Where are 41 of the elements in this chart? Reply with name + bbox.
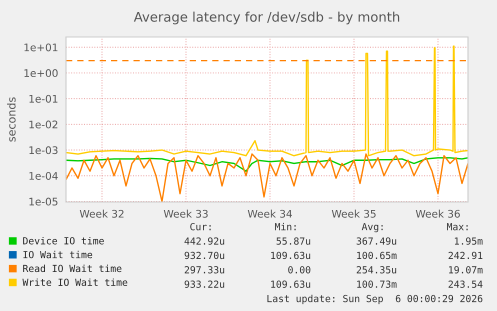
- y-tick-label: 1e-01: [29, 94, 58, 103]
- x-tick-label: Week 32: [80, 210, 124, 218]
- text: 242.91: [448, 252, 482, 260]
- text: 254.35u: [356, 266, 396, 274]
- x-tick-label: Week 33: [164, 210, 208, 218]
- legend-label: Read IO Wait time: [23, 264, 122, 272]
- text: Avg:: [362, 223, 383, 232]
- text: 442.92u: [184, 237, 224, 245]
- x-tick-label: Week 36: [416, 210, 460, 218]
- text: Min:: [274, 222, 296, 230]
- x-tick-label: Week 35: [332, 210, 376, 218]
- text: 932.70u: [184, 252, 224, 260]
- line-series: [66, 157, 468, 172]
- y-tick-label: 1e-04: [29, 172, 58, 180]
- legend-label: IO Wait time: [23, 250, 92, 258]
- text: Last update: Sun Sep 6 00:00:29 2026: [267, 294, 482, 304]
- text: 297.33u: [184, 266, 224, 274]
- x-tick-label: Week 34: [248, 210, 292, 218]
- text: 100.65m: [357, 252, 397, 260]
- text: 109.63u: [271, 280, 310, 288]
- text: Cur:: [190, 223, 211, 230]
- chart-title: Average latency for /dev/sdb - by month: [134, 12, 400, 24]
- text: 243.54: [448, 280, 483, 288]
- legend-label: Device IO time: [23, 236, 104, 244]
- y-tick-label: 1e+00: [24, 69, 58, 78]
- y-tick-label: 1e-05: [29, 198, 58, 206]
- legend-label: Write IO Wait time: [22, 278, 128, 286]
- y-tick-label: 1e-03: [29, 146, 58, 154]
- text: 1.95m: [454, 237, 483, 245]
- line-series: [66, 45, 468, 156]
- y-tick-label: 1e-02: [29, 120, 58, 128]
- text: 109.63u: [271, 252, 310, 260]
- text: 933.22u: [184, 280, 224, 288]
- text: 55.87u: [276, 237, 310, 245]
- y-tick-label: 1e+01: [24, 43, 58, 52]
- text: 19.07m: [449, 266, 483, 274]
- y-axis-title: seconds: [7, 97, 16, 142]
- text: 367.49u: [356, 237, 396, 245]
- text: Max:: [446, 223, 468, 230]
- text: 0.00: [288, 266, 310, 274]
- text: 100.73m: [357, 280, 397, 288]
